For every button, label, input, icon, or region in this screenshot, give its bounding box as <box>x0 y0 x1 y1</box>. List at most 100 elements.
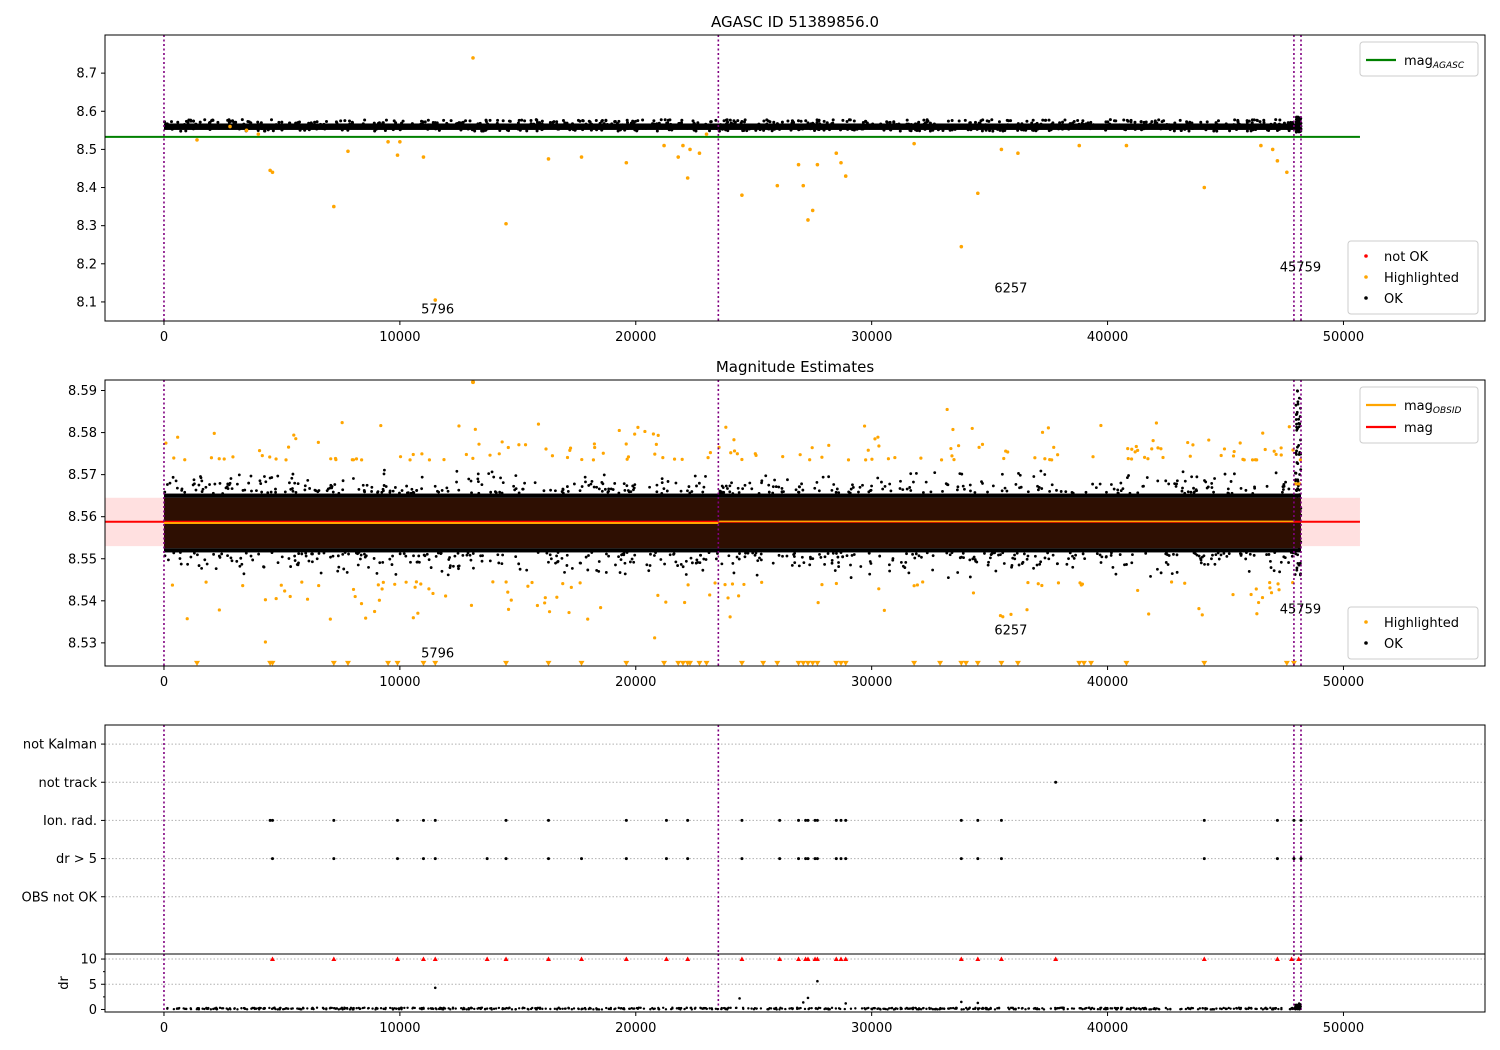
highlighted-point <box>654 442 658 446</box>
highlighted-point <box>591 458 596 462</box>
highlighted-point <box>300 580 304 584</box>
highlighted-point <box>1033 456 1037 460</box>
lower-limit-marker <box>804 660 811 666</box>
highlighted-point <box>544 447 548 451</box>
y-tick-label: 8.54 <box>68 594 97 609</box>
highlighted-point <box>1156 446 1160 450</box>
highlighted-point <box>1279 453 1283 457</box>
highlighted-point <box>526 584 530 588</box>
highlighted-point <box>726 596 730 600</box>
flag-point <box>778 818 782 822</box>
highlighted-point <box>651 432 655 436</box>
flag-point <box>959 857 963 861</box>
highlighted-point <box>469 603 474 607</box>
highlighted-point <box>919 456 923 460</box>
highlighted-point <box>546 157 551 161</box>
flag-point <box>806 857 810 861</box>
flag-point <box>839 857 843 861</box>
highlighted-point <box>350 458 354 462</box>
highlighted-point <box>353 594 357 599</box>
highlighted-point <box>1202 185 1207 190</box>
highlighted-point <box>316 440 320 444</box>
capped-dr-marker <box>1289 956 1295 962</box>
highlighted-point <box>1298 458 1303 462</box>
lower-limit-marker <box>958 660 965 666</box>
highlighted-point <box>713 581 717 585</box>
highlighted-points <box>164 380 1303 644</box>
flag-point <box>797 818 801 822</box>
highlighted-point <box>760 580 764 584</box>
highlighted-point <box>1197 607 1201 611</box>
highlighted-point <box>686 583 690 587</box>
highlighted-point <box>172 456 176 460</box>
y-tick-label: 0 <box>89 1003 97 1018</box>
highlighted-point <box>806 218 810 222</box>
highlighted-point <box>244 128 249 133</box>
highlighted-point <box>1078 581 1082 585</box>
dr-points <box>166 1002 1302 1011</box>
highlighted-point <box>379 423 383 428</box>
capped-dr-marker <box>663 956 669 962</box>
highlighted-point <box>1232 449 1236 454</box>
capped-dr-marker <box>1053 956 1059 962</box>
capped-dr-marker <box>958 956 964 962</box>
highlighted-point <box>217 608 221 612</box>
highlighted-point <box>270 170 275 175</box>
highlighted-point <box>421 155 426 159</box>
highlighted-point <box>176 435 180 439</box>
lower-limit-marker <box>998 660 1005 666</box>
flag-point <box>839 818 843 822</box>
flag-point <box>844 857 848 861</box>
highlighted-point <box>1126 456 1130 461</box>
x-tick-label: 20000 <box>615 330 656 345</box>
highlighted-point <box>433 298 438 302</box>
highlighted-point <box>340 421 344 425</box>
lower-limit-marker <box>1201 660 1208 666</box>
highlighted-point <box>754 453 758 457</box>
lower-limit-marker <box>814 660 821 666</box>
highlighted-point <box>737 594 741 598</box>
highlighted-point <box>288 594 292 599</box>
lower-limit-marker <box>503 660 510 666</box>
legend-point-swatch <box>1364 641 1368 645</box>
highlighted-point <box>1263 447 1267 452</box>
highlighted-point <box>959 244 964 249</box>
highlighted-point <box>949 446 953 451</box>
highlighted-point <box>599 606 603 610</box>
highlighted-point <box>393 582 397 586</box>
y-tick-label: OBS not OK <box>22 890 98 905</box>
x-tick-label: 30000 <box>851 330 892 345</box>
y-tick-label: dr > 5 <box>56 852 97 867</box>
highlighted-point <box>945 407 949 412</box>
flag-point <box>815 818 819 822</box>
highlighted-point <box>633 432 637 436</box>
y-tick-label: 8.55 <box>68 552 97 567</box>
highlighted-point <box>593 445 597 450</box>
highlighted-point <box>497 452 501 456</box>
flag-point <box>504 857 508 861</box>
highlighted-point <box>359 602 364 606</box>
highlighted-point <box>286 445 291 449</box>
y-tick-label: 8.1 <box>76 295 97 310</box>
highlighted-point <box>164 441 168 445</box>
x-tick-label: 40000 <box>1087 675 1128 690</box>
highlighted-point <box>1091 455 1095 459</box>
highlighted-point <box>1255 458 1259 462</box>
highlighted-point <box>504 580 508 584</box>
highlighted-point <box>565 455 570 460</box>
flag-point <box>504 818 508 822</box>
highlighted-point <box>1270 147 1275 152</box>
highlighted-point <box>283 589 287 593</box>
x-tick-label: 30000 <box>851 675 892 690</box>
capped-dr-marker <box>420 956 426 962</box>
highlighted-point <box>636 425 640 429</box>
highlighted-point <box>808 458 812 462</box>
highlighted-point <box>656 593 660 598</box>
flag-point <box>813 857 817 861</box>
highlighted-point <box>1254 587 1258 591</box>
highlighted-point <box>999 147 1004 152</box>
flag-point <box>959 818 963 822</box>
panel-agasc-magnitude: 0 10000 20000 30000 40000 50000 8.1 8.2 8.3 8.4 8.… <box>76 13 1486 345</box>
highlighted-point <box>1261 431 1265 435</box>
highlighted-point <box>317 583 321 588</box>
